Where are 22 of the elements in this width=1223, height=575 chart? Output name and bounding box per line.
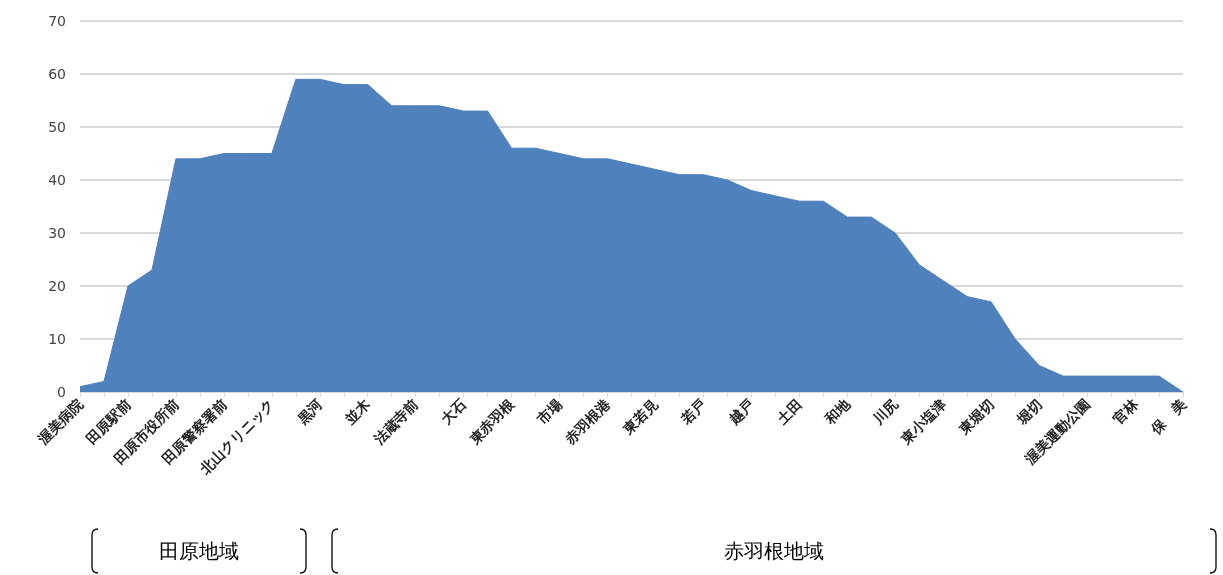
x-tick-label: 東若見 [619, 396, 662, 439]
y-tick-label: 60 [48, 66, 66, 82]
x-tick-label: 官林 [1109, 395, 1142, 428]
x-tick-label: 若戸 [677, 396, 710, 429]
text: 田原地域 [158, 538, 240, 565]
y-tick-label: 40 [48, 172, 66, 188]
y-tick-label: 50 [48, 119, 66, 135]
x-tick-label: 堀切 [1012, 396, 1045, 429]
y-tick-label: 30 [48, 225, 66, 241]
x-tick-label: 東堀切 [955, 396, 997, 439]
x-tick-label: 越戸 [725, 396, 758, 429]
x-tick-label: 保 美 [1146, 396, 1189, 439]
x-tick-label: 川尻 [869, 396, 901, 429]
x-tick-label: 市場 [533, 396, 566, 429]
x-tick-label: 黒河 [293, 396, 326, 429]
y-tick-label: 70 [48, 13, 66, 29]
x-tick-label: 大石 [438, 396, 470, 428]
y-tick-label: 20 [48, 278, 66, 294]
y-tick-label: 10 [48, 331, 66, 347]
text: 赤羽根地域 [723, 538, 825, 565]
x-tick-label: 土田 [773, 396, 805, 429]
x-tick-label: 和地 [821, 395, 854, 429]
